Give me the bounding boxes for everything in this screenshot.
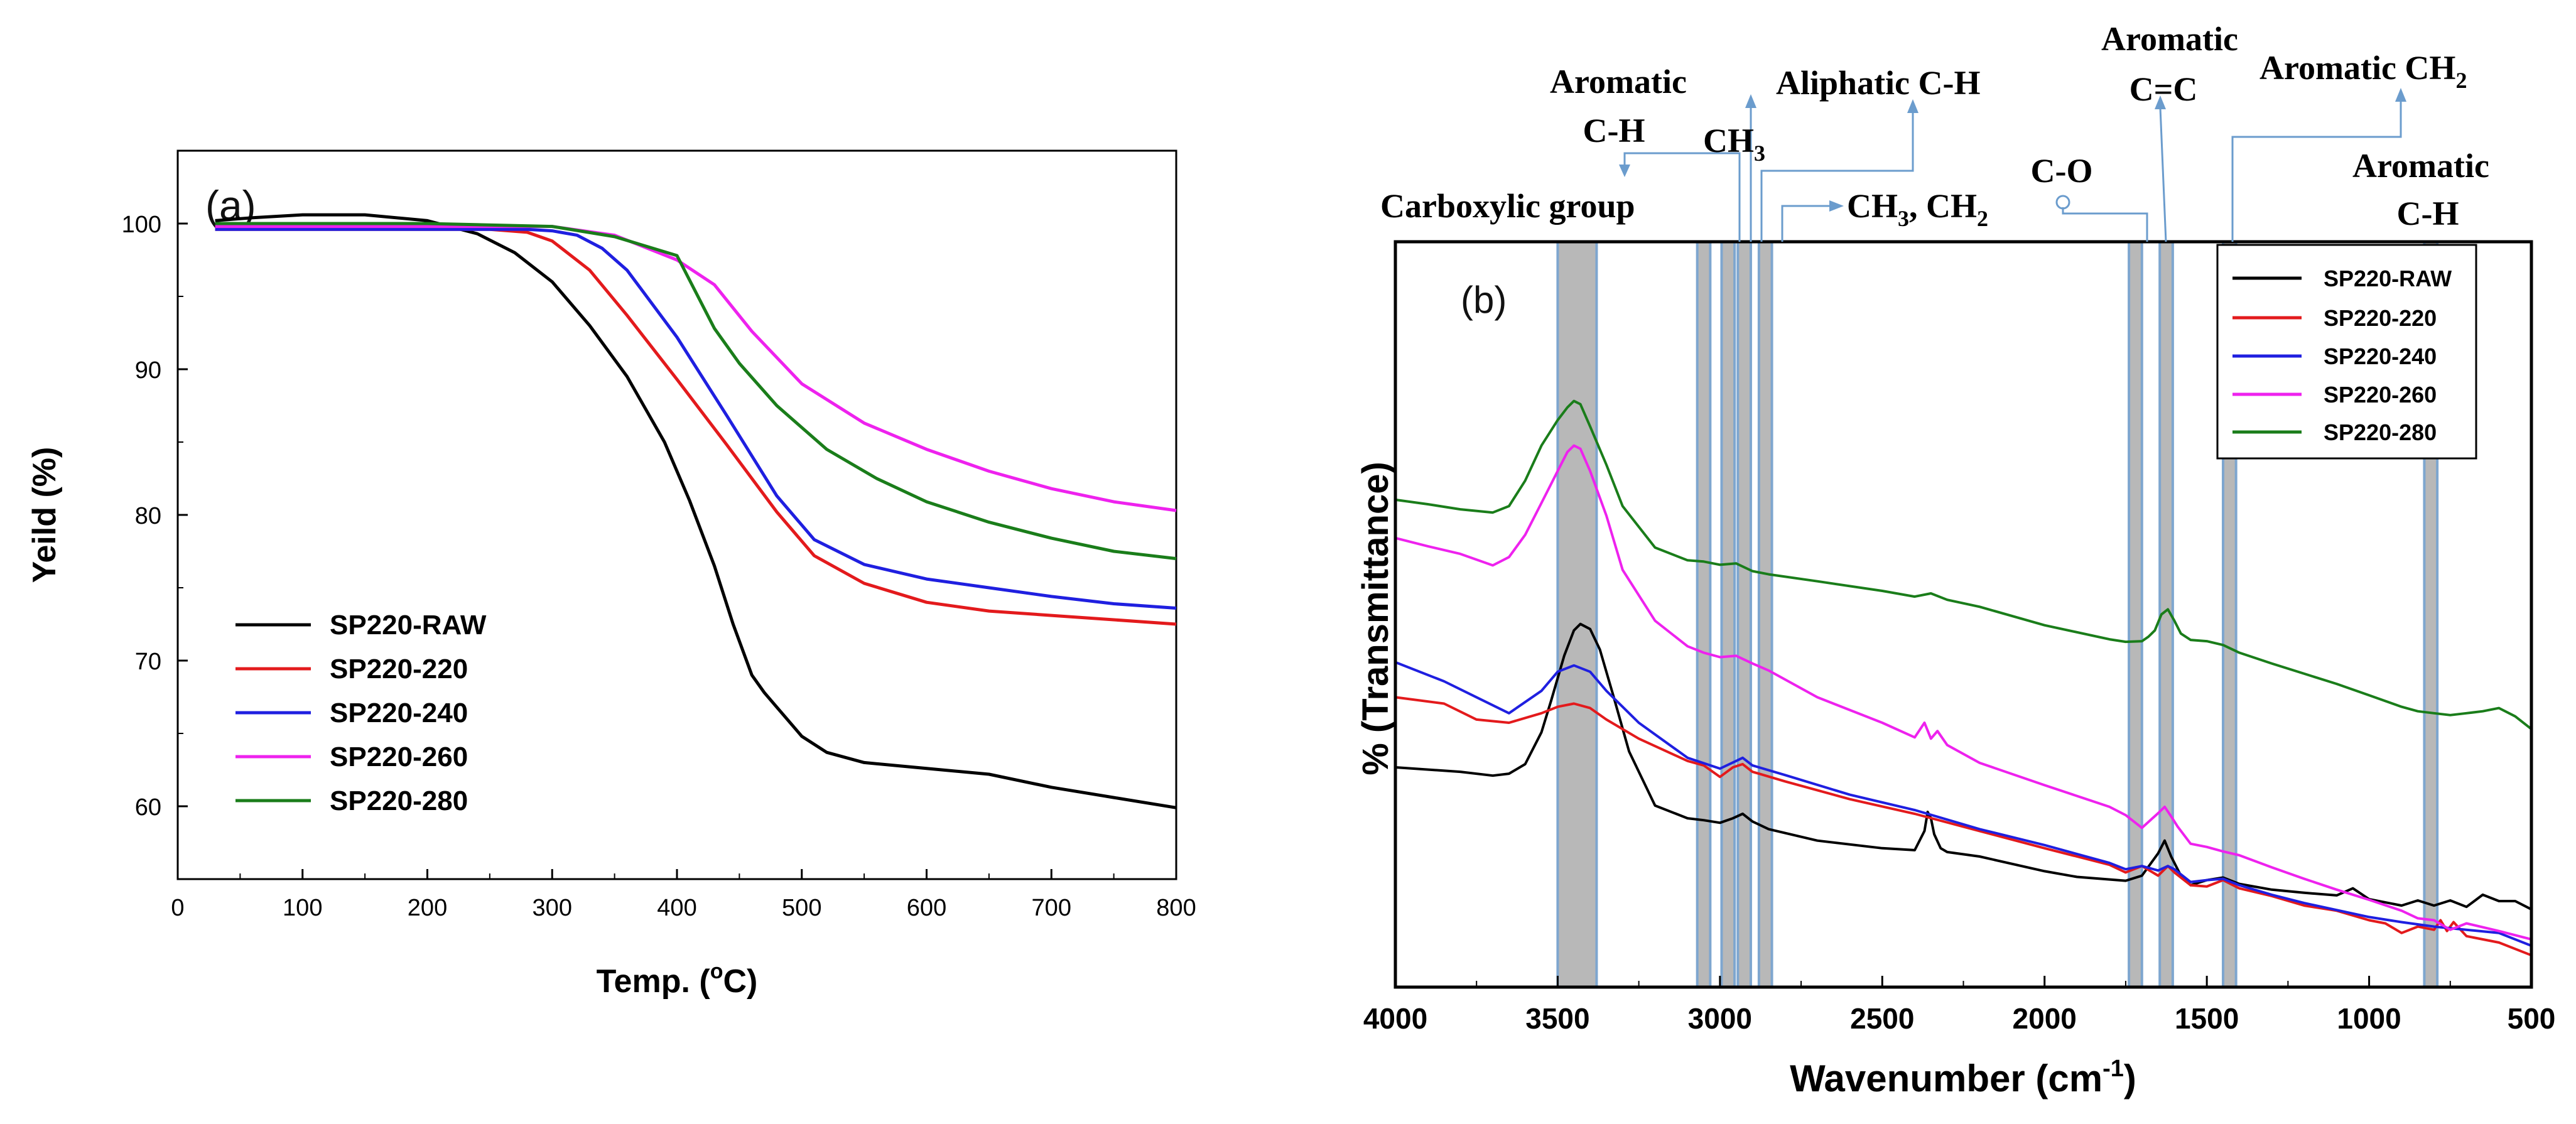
absorption-band <box>1556 240 1598 988</box>
arrow-aromatic-ch-left <box>1623 152 1741 242</box>
y-tick-label-a: 70 <box>135 649 161 675</box>
panel-a-legend: SP220-RAW SP220-220 SP220-240 SP220-260 … <box>235 610 487 816</box>
annotation-aliphatic-ch: Aliphatic C-H <box>1776 64 1981 102</box>
x-tick-label-a: 0 <box>171 895 184 921</box>
series-line-a-sp220-260 <box>215 225 1177 512</box>
arrow-c-o <box>2062 207 2148 242</box>
legend-a-label-raw: SP220-RAW <box>330 610 487 640</box>
annotation-ch3-ch2: CH3, CH2 <box>1847 187 1988 231</box>
legend-a-label-280: SP220-280 <box>330 786 468 816</box>
x-tick-label-a: 500 <box>782 895 821 921</box>
arrow-ch3-ch2-head <box>1829 200 1844 212</box>
panel-a-series-group <box>215 213 1177 809</box>
series-line-b-sp220-280 <box>1395 399 2533 730</box>
x-tick-label-a: 300 <box>533 895 572 921</box>
y-tick-label-a: 100 <box>122 212 161 238</box>
legend-b-box <box>2216 244 2477 460</box>
panel-b-series-group <box>1395 399 2533 957</box>
annotation-aromatic-ch2: Aromatic CH2 <box>2259 49 2467 93</box>
x-tick-label-a: 600 <box>907 895 946 921</box>
panel-b-legend: SP220-RAW SP220-220 SP220-240 SP220-260 … <box>2216 244 2477 460</box>
arrow-aromatic-ch-left-head <box>1619 165 1630 177</box>
panel-b-label: (b) <box>1461 279 1507 321</box>
y-tick-label-a: 60 <box>135 794 161 821</box>
annotation-ch3: CH3 <box>1703 122 1765 166</box>
series-line-a-sp220-280 <box>215 222 1177 561</box>
panel-a-y-axis-title: Yeild (%) <box>26 447 63 583</box>
arrow-aromatic-cc-head <box>2155 95 2166 109</box>
panel-b-x-axis-title: Wavenumber (cm-1) <box>1790 1056 2136 1100</box>
series-line-b-sp220-220 <box>1395 696 2532 957</box>
arrow-aliphatic-ch <box>1760 112 1914 242</box>
panel-b-annotation-arrows <box>1619 88 2406 242</box>
panel-b-ticks: 4000 3500 3000 2500 2000 1500 1000 500 <box>1363 976 2556 1035</box>
absorption-band <box>1696 240 1712 988</box>
legend-a-label-260: SP220-260 <box>330 742 468 772</box>
series-line-b-sp220-260 <box>1395 444 2532 941</box>
legend-b-label-240: SP220-240 <box>2324 343 2437 369</box>
annotation-c-o: C-O <box>2031 152 2093 190</box>
annotation-aromatic-cc-line1: Aromatic <box>2101 20 2238 58</box>
annotation-carboxylic-group: Carboxylic group <box>1380 187 1635 225</box>
legend-a-label-240: SP220-240 <box>330 698 468 728</box>
series-line-b-sp220-240 <box>1395 661 2532 947</box>
legend-b-label-raw: SP220-RAW <box>2324 266 2452 291</box>
series-line-a-sp220-240 <box>215 227 1177 610</box>
annotation-aromatic-cc-line2: C=C <box>2130 70 2198 108</box>
annotation-aromatic-ch-2-line1: Aromatic <box>2352 147 2489 185</box>
arrow-aromatic-ch2-head <box>2395 88 2406 102</box>
y-tick-label-a: 80 <box>135 503 161 529</box>
legend-a-label-220: SP220-220 <box>330 654 468 684</box>
panel-a-label: (a) <box>205 182 256 229</box>
panel-b-annotations: Carboxylic group Aromatic C-H CH3 Alipha… <box>1380 20 2489 232</box>
legend-b-label-280: SP220-280 <box>2324 419 2437 445</box>
arrow-aliphatic-ch-head <box>1907 99 1918 113</box>
annotation-aromatic-ch-1-line1: Aromatic <box>1550 63 1687 100</box>
arrow-ch3-ch2 <box>1781 205 1831 242</box>
absorption-band <box>1757 240 1773 988</box>
absorption-band <box>1736 240 1752 988</box>
x-tick-label-b: 2500 <box>1850 1002 1914 1035</box>
legend-b-label-220: SP220-220 <box>2324 305 2437 331</box>
x-tick-label-a: 200 <box>408 895 447 921</box>
x-tick-label-b: 3000 <box>1688 1002 1752 1035</box>
arrow-ch3-head <box>1745 94 1756 108</box>
arrow-aromatic-ch2 <box>2231 100 2402 242</box>
panel-b-y-axis-title: % (Transmittance) <box>1355 462 1396 775</box>
x-tick-label-b: 3500 <box>1525 1002 1589 1035</box>
annotation-aromatic-ch-1-line2: C-H <box>1583 112 1645 149</box>
x-tick-label-a: 100 <box>283 895 322 921</box>
annotation-aromatic-ch-2-line2: C-H <box>2397 195 2459 232</box>
x-tick-label-b: 2000 <box>2013 1002 2077 1035</box>
x-tick-label-a: 700 <box>1032 895 1071 921</box>
x-tick-label-b: 1000 <box>2337 1002 2401 1035</box>
x-tick-label-b: 500 <box>2508 1002 2556 1035</box>
x-tick-label-a: 400 <box>657 895 696 921</box>
series-line-b-sp220-raw <box>1395 622 2532 911</box>
x-tick-label-a: 800 <box>1156 895 1196 921</box>
x-tick-label-b: 1500 <box>2175 1002 2239 1035</box>
absorption-band <box>1720 240 1736 988</box>
x-tick-label-b: 4000 <box>1363 1002 1427 1035</box>
panel-a-tga: (a) 0 100 200 300 400 500 600 700 800 60 70 80 90 100… <box>26 149 1196 1000</box>
arrow-aromatic-cc <box>2159 107 2167 242</box>
panel-a-ticks: 0 100 200 300 400 500 600 700 800 60 70 80 90 100 <box>122 212 1196 921</box>
panel-b-ftir: 4000 3500 3000 2500 2000 1500 1000 500 (b) Carb… <box>1355 20 2555 1100</box>
series-line-a-sp220-raw <box>215 213 1177 809</box>
panel-a-x-axis-title: Temp. (oC) <box>597 959 758 1000</box>
arrow-c-o-end <box>2055 195 2070 210</box>
y-tick-label-a: 90 <box>135 357 161 384</box>
legend-b-label-260: SP220-260 <box>2324 382 2437 408</box>
